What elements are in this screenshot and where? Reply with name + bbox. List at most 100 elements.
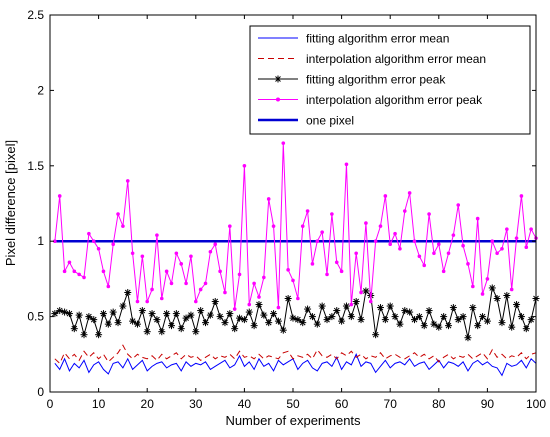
data-point <box>347 313 355 321</box>
data-point <box>189 254 193 259</box>
data-point <box>425 307 433 315</box>
data-point <box>299 319 307 327</box>
data-point <box>296 296 300 301</box>
legend-marker <box>276 97 280 102</box>
data-point <box>57 194 62 198</box>
x-tick-label: 100 <box>526 397 546 411</box>
data-point <box>53 239 57 243</box>
data-point <box>373 239 378 243</box>
data-point <box>466 262 470 266</box>
data-point <box>286 268 290 272</box>
data-point <box>407 191 412 195</box>
data-point <box>145 299 149 304</box>
y-tick-label: 1 <box>37 234 44 248</box>
y-axis-label: Pixel difference [pixel] <box>3 140 18 266</box>
data-point <box>218 269 222 274</box>
data-point <box>328 313 336 321</box>
data-point <box>402 209 407 213</box>
data-point <box>67 260 72 265</box>
y-tick-label: 2.5 <box>27 8 44 22</box>
data-point <box>503 291 511 299</box>
data-point <box>129 317 137 325</box>
data-point <box>354 251 358 256</box>
data-point <box>422 263 427 268</box>
data-point <box>435 323 443 331</box>
data-point <box>116 212 120 216</box>
data-point <box>529 227 533 231</box>
data-point <box>148 310 156 318</box>
data-point <box>95 331 103 339</box>
data-point <box>524 245 529 250</box>
x-tick-label: 70 <box>384 397 398 411</box>
data-point <box>398 246 402 251</box>
legend: fitting algorithm error mean interpolatio… <box>249 25 531 135</box>
data-point <box>517 313 525 321</box>
data-point <box>61 308 69 316</box>
data-point <box>396 320 404 328</box>
data-point <box>155 233 159 237</box>
y-tick-label: 2 <box>37 83 44 97</box>
series-layer <box>51 141 540 377</box>
data-point <box>257 295 261 299</box>
data-point <box>109 308 117 316</box>
data-point <box>364 221 368 225</box>
data-point <box>133 320 141 328</box>
data-point <box>279 326 287 334</box>
data-point <box>70 325 78 333</box>
data-point <box>177 325 185 333</box>
data-point <box>441 269 446 274</box>
data-point <box>300 224 305 228</box>
data-point <box>490 239 495 243</box>
data-point <box>505 227 509 231</box>
data-point <box>260 311 268 319</box>
data-point <box>223 290 227 295</box>
data-point <box>500 246 504 251</box>
data-point <box>320 230 324 234</box>
y-tick-label: 0.5 <box>27 310 44 324</box>
data-point <box>252 281 256 286</box>
data-point <box>51 310 59 318</box>
series-line <box>54 286 537 338</box>
data-point <box>357 316 365 324</box>
data-point <box>250 322 258 330</box>
data-point <box>262 275 266 280</box>
data-point <box>182 314 190 322</box>
data-point <box>159 296 164 301</box>
legend-item: one pixel <box>258 114 354 128</box>
data-point <box>388 242 393 247</box>
data-point <box>169 281 174 286</box>
data-point <box>164 269 169 274</box>
data-point <box>240 316 248 324</box>
data-point <box>65 310 73 318</box>
data-point <box>56 307 64 315</box>
legend-label: interpolation algorithm error mean <box>306 52 486 66</box>
data-point <box>75 311 83 319</box>
data-point <box>406 308 414 316</box>
data-point <box>495 251 499 256</box>
data-point <box>498 319 506 327</box>
data-point <box>305 209 310 213</box>
data-point <box>342 302 350 310</box>
data-point <box>266 197 271 201</box>
x-tick-label: 40 <box>238 397 252 411</box>
data-point <box>245 308 253 316</box>
series-line <box>54 353 537 377</box>
data-point <box>121 224 125 228</box>
data-point <box>192 328 200 336</box>
legend-box <box>249 25 531 135</box>
data-point <box>493 295 501 303</box>
data-point <box>469 304 477 312</box>
data-point <box>135 299 140 304</box>
data-point <box>440 313 448 321</box>
data-point <box>310 262 315 266</box>
legend-item: fitting algorithm error mean <box>258 32 449 46</box>
data-point <box>464 334 472 342</box>
x-tick-label: 0 <box>47 397 54 411</box>
data-point <box>325 272 329 277</box>
data-point <box>96 246 101 251</box>
legend-marker <box>274 75 282 83</box>
series-line <box>54 344 537 365</box>
data-point <box>130 251 135 256</box>
x-tick-label: 30 <box>189 397 203 411</box>
data-point <box>125 179 130 183</box>
